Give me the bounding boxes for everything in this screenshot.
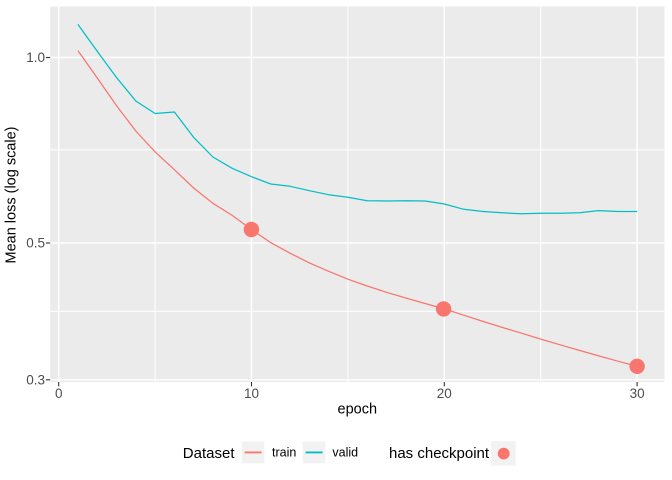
svg-text:valid: valid: [332, 446, 358, 460]
svg-text:30: 30: [630, 386, 645, 401]
svg-text:10: 10: [244, 386, 259, 401]
svg-text:20: 20: [437, 386, 452, 401]
svg-text:1.0: 1.0: [26, 50, 45, 65]
svg-text:0: 0: [55, 386, 63, 401]
svg-text:Dataset: Dataset: [183, 445, 236, 462]
svg-text:0.3: 0.3: [26, 372, 45, 387]
svg-text:0.5: 0.5: [26, 236, 45, 251]
svg-text:has checkpoint: has checkpoint: [389, 445, 490, 462]
svg-text:Mean loss (log scale): Mean loss (log scale): [4, 127, 20, 264]
svg-text:train: train: [272, 446, 296, 460]
svg-text:epoch: epoch: [338, 402, 378, 418]
